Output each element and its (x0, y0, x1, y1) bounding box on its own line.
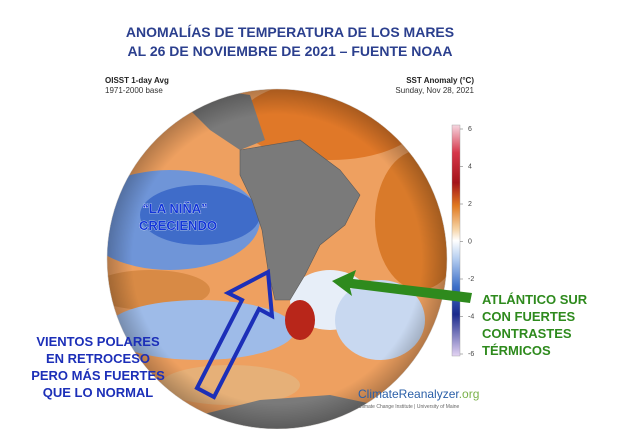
annotation: PERO MÁS FUERTES (31, 368, 165, 383)
annotation: VIENTOS POLARES (36, 334, 160, 349)
annotation-arrow (332, 270, 472, 303)
colorbar-tick-label: 4 (468, 163, 472, 170)
annotation: CRECIENDO (139, 218, 217, 233)
annotation: EN RETROCESO (46, 351, 150, 366)
annotation: CONTRASTES (482, 326, 572, 341)
date-label: Sunday, Nov 28, 2021 (395, 86, 474, 95)
source-label: OISST 1-day Avg (105, 76, 169, 85)
annotation: CON FUERTES (482, 309, 576, 324)
annotation: TÉRMICOS (482, 343, 551, 358)
colorbar-ticks: 6 4 2 0 -2 -4 -6 (460, 126, 474, 358)
colorbar-tick-label: -6 (468, 351, 474, 358)
logo-name: ClimateReanalyzer (358, 387, 459, 401)
annotation-arrow (194, 268, 275, 400)
colorbar-tick-label: 6 (468, 126, 472, 133)
annotation: “LA NIÑA” (142, 201, 207, 216)
variable-label: SST Anomaly (°C) (406, 76, 474, 85)
colorbar-tick-label: -2 (468, 276, 474, 283)
logo-credit: Climate Change Institute | University of… (358, 404, 460, 410)
logo-suffix: .org (459, 387, 480, 401)
logo: ClimateReanalyzer.org (358, 387, 479, 401)
colorbar (451, 124, 461, 357)
colorbar-tick-label: 2 (468, 201, 472, 208)
title-line: AL 26 DE NOVIEMBRE DE 2021 – FUENTE NOAA (128, 43, 453, 59)
annotation: QUE LO NORMAL (43, 385, 154, 400)
colorbar-tick-label: -4 (468, 313, 474, 320)
base-label: 1971-2000 base (105, 86, 163, 95)
annotation: ATLÁNTICO SUR (482, 292, 588, 307)
title-line: ANOMALÍAS DE TEMPERATURA DE LOS MARES (126, 24, 454, 40)
colorbar-tick-label: 0 (468, 238, 472, 245)
